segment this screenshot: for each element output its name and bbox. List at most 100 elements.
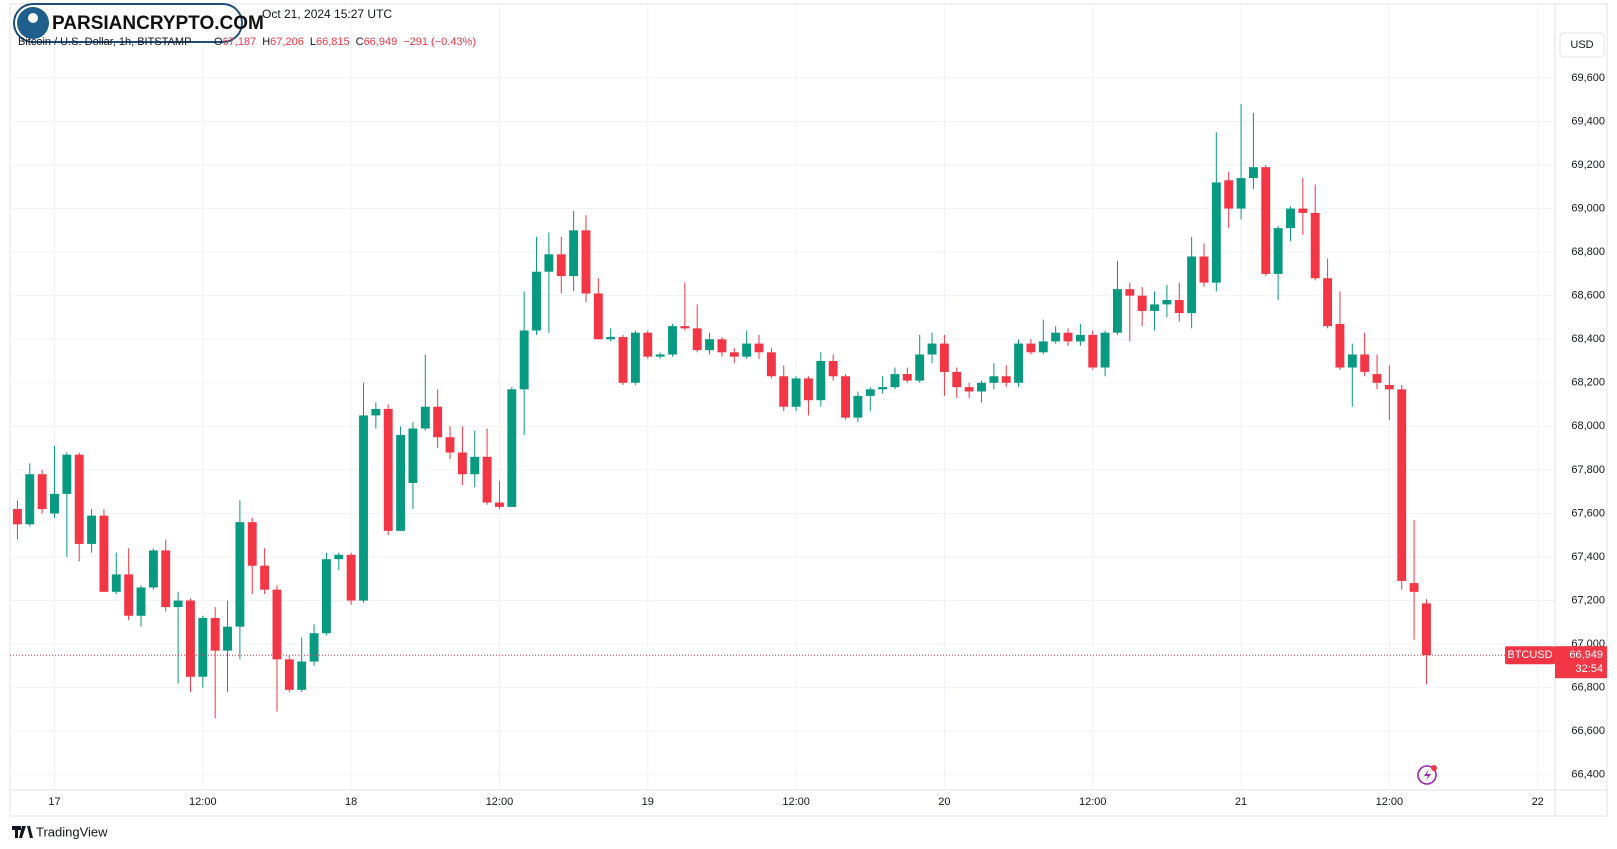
candle-body — [1422, 603, 1431, 656]
candle-body — [297, 661, 307, 690]
candle-body — [989, 376, 999, 383]
candle-body — [1409, 583, 1419, 592]
candle-body — [1199, 256, 1209, 283]
candle-body — [359, 415, 368, 601]
candle-body — [1273, 228, 1283, 274]
candle-body — [1174, 300, 1184, 314]
candle-body — [1150, 304, 1159, 311]
alert-icon[interactable] — [1417, 765, 1437, 785]
plot-area — [10, 4, 1555, 790]
currency[interactable]: USD — [1570, 39, 1593, 51]
candle-body — [25, 474, 35, 525]
currency-box[interactable] — [1559, 32, 1605, 58]
candle-body — [717, 339, 727, 353]
candle-body — [655, 354, 665, 357]
candle-body — [396, 435, 406, 531]
x-tick-label: 19 — [642, 796, 654, 808]
candle-body — [1001, 376, 1011, 383]
x-tick-label: 12:00 — [486, 796, 514, 808]
candle-body — [618, 337, 628, 383]
datetime: Oct 21, 2024 15:27 UTC — [262, 7, 392, 21]
ohlc-legend: O67,187 H67,206 L66,815 C66,949 −291 (−0.43%… — [214, 36, 476, 48]
candle-body — [1261, 167, 1271, 274]
countdown-label: 32:54 — [1575, 663, 1603, 675]
symbol-tag — [1505, 646, 1555, 665]
candle-body — [1323, 278, 1333, 327]
candle-body — [235, 522, 245, 627]
candle-body — [791, 378, 801, 407]
y-tick-label: 69,400 — [1571, 115, 1605, 127]
candle-body — [161, 550, 171, 608]
candle-body — [1286, 208, 1295, 229]
y-tick-label: 69,200 — [1571, 159, 1605, 171]
x-tick-label: 12:00 — [189, 796, 217, 808]
candle-body — [853, 395, 863, 418]
candle-body — [37, 474, 47, 510]
y-tick-label: 67,600 — [1571, 507, 1605, 519]
legend: Bitcoin / U.S. Dollar, 1h, BITSTAMP O67,… — [18, 36, 476, 48]
candle-body — [1014, 343, 1024, 383]
y-tick-label: 68,400 — [1571, 333, 1605, 345]
candle-body — [420, 406, 430, 429]
y-tick-label: 68,600 — [1571, 290, 1605, 302]
candle-body — [828, 361, 838, 377]
candle-body — [383, 408, 393, 531]
frame — [9, 3, 1608, 817]
candle-body — [433, 406, 443, 438]
watermark-text: PARSIANCRYPTO.COM — [52, 13, 264, 34]
candle-body — [902, 374, 912, 381]
candle-body — [1187, 256, 1197, 314]
candle-body — [1051, 332, 1061, 342]
candle-body — [680, 326, 690, 329]
candle-body — [309, 633, 319, 662]
candle-body — [1384, 384, 1394, 390]
y-tick-label: 67,200 — [1571, 594, 1605, 606]
candle-body — [952, 371, 962, 388]
candle-body — [1075, 334, 1085, 342]
candle-body — [927, 343, 937, 355]
candle-body — [630, 332, 640, 383]
candle-body — [457, 452, 467, 475]
price-tag-label: 66,949 — [1569, 649, 1603, 661]
candle-body — [1360, 354, 1370, 372]
candle-body — [74, 454, 84, 544]
candle-body — [779, 376, 789, 407]
legend-item: O — [214, 36, 223, 48]
candle-body — [482, 456, 492, 503]
candle-body — [878, 387, 888, 390]
candle-body — [729, 352, 739, 357]
candle-body — [964, 387, 974, 392]
candle-body — [346, 554, 356, 601]
alert-circle[interactable] — [1417, 765, 1437, 785]
candle-body — [865, 389, 875, 396]
legend-item: H — [262, 36, 270, 48]
alert-bolt[interactable] — [1424, 769, 1431, 781]
y-tick-label: 68,000 — [1571, 420, 1605, 432]
legend-item: 67,187 — [223, 36, 257, 48]
candle-body — [87, 515, 97, 544]
y-tick-label: 66,600 — [1571, 725, 1605, 737]
candle-body — [581, 230, 591, 294]
brand: TradingView — [12, 824, 108, 839]
candle-body — [915, 354, 925, 381]
legend-item: C — [356, 36, 364, 48]
alert-dot[interactable] — [1431, 765, 1437, 771]
y-tick-label: 69,000 — [1571, 202, 1605, 214]
candle-body — [334, 554, 344, 560]
candle-body — [1211, 182, 1221, 283]
candle-body — [371, 408, 381, 416]
candle-body — [1372, 374, 1382, 383]
currency-button[interactable]: USD — [1559, 32, 1605, 58]
candle-body — [136, 587, 146, 616]
candle-body — [173, 600, 183, 608]
candle-body — [12, 509, 22, 525]
candle-body — [668, 326, 677, 355]
candle-body — [569, 230, 579, 277]
candle-body — [124, 574, 134, 616]
candle-body — [977, 382, 986, 392]
legend-item: 66,949 — [364, 36, 398, 48]
brand-name: TradingView — [36, 824, 108, 839]
candle-body — [111, 574, 121, 592]
x-tick-label: 12:00 — [782, 796, 810, 808]
candle-body — [1088, 334, 1098, 368]
